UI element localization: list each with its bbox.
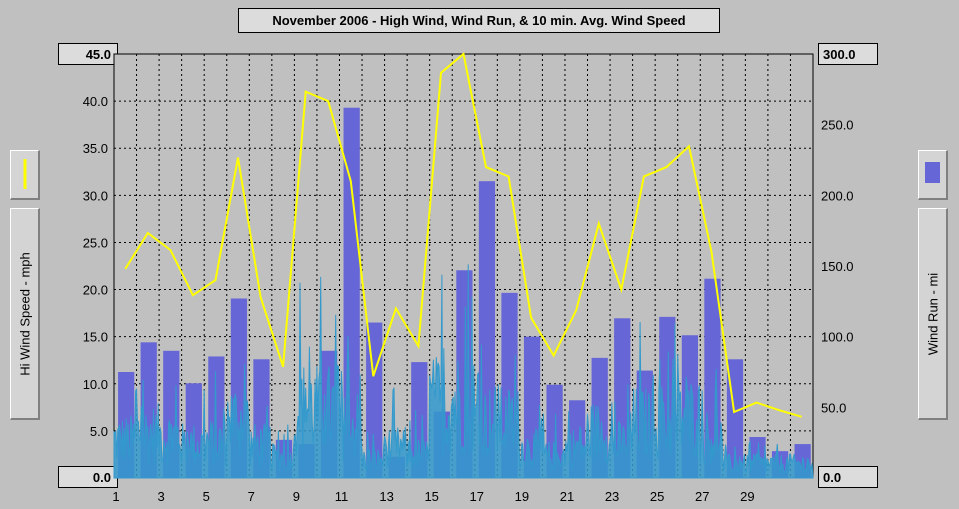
right-tick-label: 50.0 [821,400,846,415]
high-wind-line-swatch [23,159,27,189]
right-axis-max-value: 300.0 [818,43,878,65]
x-tick-label: 17 [470,489,484,504]
wind-run-bar-swatch [925,162,940,183]
x-tick-label: 21 [560,489,574,504]
right-tick-label: 200.0 [821,188,854,203]
right-tick-label: 150.0 [821,259,854,274]
x-tick-label: 9 [293,489,300,504]
left-tick-label: 20.0 [83,283,108,298]
x-tick-label: 19 [515,489,529,504]
wind-run-bar [478,181,496,478]
x-tick-label: 15 [424,489,438,504]
x-tick-label: 1 [112,489,119,504]
left-legend-swatch-panel [10,150,40,200]
x-tick-label: 13 [379,489,393,504]
axis-ticks: 5.0 10.0 15.0 20.0 25.0 30.0 35.0 40.0 50.0 100.0… [83,94,854,504]
left-tick-label: 35.0 [83,141,108,156]
left-tick-label: 5.0 [90,424,108,439]
right-tick-label: 250.0 [821,118,854,133]
high-wind-line [124,52,802,418]
left-tick-label: 10.0 [83,377,108,392]
x-tick-label: 25 [650,489,664,504]
x-tick-label: 27 [695,489,709,504]
left-axis-max-value: 45.0 [58,43,118,65]
right-axis-label-panel: Wind Run - mi [918,208,948,420]
right-legend-swatch-panel [918,150,948,200]
avg-wind-area [113,264,814,479]
left-tick-label: 15.0 [83,330,108,345]
x-tick-label: 11 [335,489,349,504]
right-tick-label: 100.0 [821,330,854,345]
avg-wind-series [113,264,814,479]
chart-title: November 2006 - High Wind, Wind Run, & 1… [238,8,720,33]
right-axis-min-value: 0.0 [818,466,878,488]
left-tick-label: 40.0 [83,94,108,109]
left-tick-label: 25.0 [83,235,108,250]
x-tick-label: 7 [248,489,255,504]
left-axis-label-panel: Hi Wind Speed - mph [10,208,40,420]
x-tick-label: 5 [203,489,210,504]
x-tick-label: 23 [605,489,619,504]
left-axis-min-value: 0.0 [58,466,118,488]
wind-run-bar [546,384,563,478]
left-tick-label: 30.0 [83,188,108,203]
x-tick-label: 3 [157,489,164,504]
x-tick-label: 29 [740,489,754,504]
high-wind-series [124,52,802,418]
